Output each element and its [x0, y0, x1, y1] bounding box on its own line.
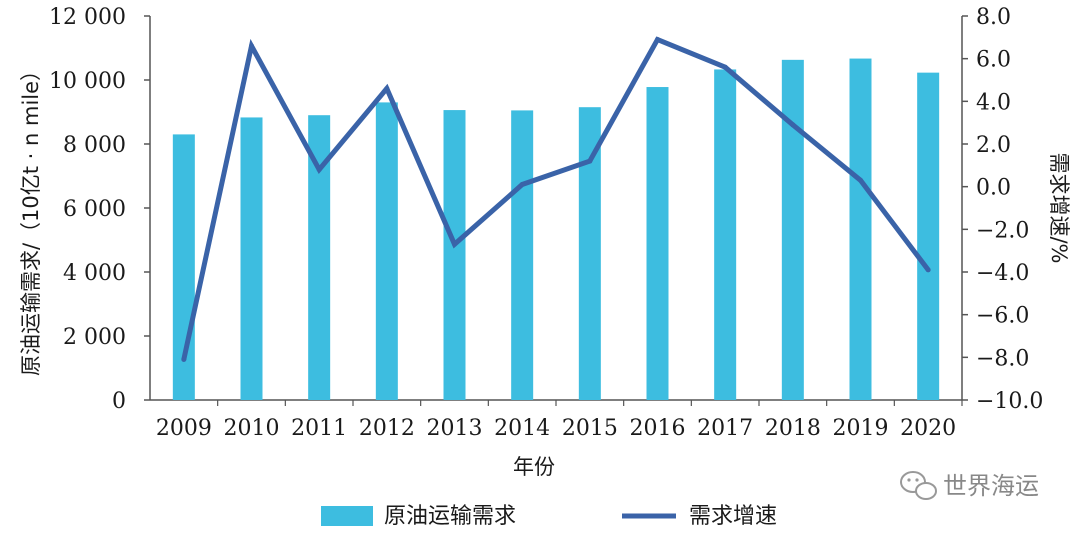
- line-point: [722, 64, 728, 70]
- y2-tick-label: 2.0: [976, 133, 1011, 158]
- x-tick-label: 2015: [562, 416, 618, 441]
- y2-tick-label: 6.0: [976, 48, 1011, 73]
- y-tick-label: 8 000: [63, 133, 126, 158]
- bar: [714, 69, 737, 400]
- x-tick-label: 2019: [833, 416, 889, 441]
- y2-tick-label: −2.0: [976, 218, 1029, 243]
- y2-tick-label: 0.0: [976, 176, 1011, 201]
- line-point: [181, 356, 187, 362]
- bar: [375, 102, 398, 401]
- y-tick-label: 6 000: [63, 197, 126, 222]
- y2-tick-label: −4.0: [976, 261, 1029, 286]
- bar: [781, 59, 804, 401]
- axes: [144, 15, 968, 406]
- line-point: [249, 43, 254, 49]
- line-point: [925, 267, 931, 273]
- x-tick-label: 2020: [900, 416, 956, 441]
- x-tick-label: 2017: [697, 416, 753, 441]
- bar: [849, 58, 872, 401]
- y2-tick-label: 8.0: [976, 5, 1011, 30]
- y2-tick-label: 4.0: [976, 90, 1011, 115]
- y-tick-label: 0: [112, 389, 126, 414]
- line-point: [519, 182, 525, 188]
- bar: [917, 72, 940, 400]
- line-point: [384, 86, 390, 92]
- y2-tick-label: −6.0: [976, 304, 1029, 329]
- y-tick-label: 2 000: [63, 325, 126, 350]
- bar: [308, 115, 331, 400]
- watermark-text: 世界海运: [943, 472, 1039, 500]
- line-point: [452, 241, 457, 247]
- bar: [511, 110, 534, 401]
- x-tick-label: 2012: [359, 416, 415, 441]
- bar: [578, 107, 601, 400]
- tick-labels: 0 2 000 4 000 6 000 8 000 10 000 12 000 −10.0 −8…: [49, 5, 1043, 441]
- line-series-growth: [181, 36, 931, 362]
- y-tick-label: 12 000: [49, 5, 126, 30]
- y-axis-title: 原油运输需求/（10亿t · n mile）: [19, 60, 43, 376]
- bar: [240, 117, 263, 400]
- line-point: [316, 167, 322, 173]
- x-tick-label: 2010: [224, 416, 280, 441]
- x-tick-label: 2009: [156, 416, 212, 441]
- bar: [646, 87, 669, 400]
- growth-line: [181, 36, 931, 361]
- y2-tick-label: −10.0: [976, 389, 1043, 414]
- legend-label-bar: 原油运输需求: [384, 504, 516, 529]
- line-point: [790, 122, 796, 128]
- legend: 原油运输需求 需求增速: [321, 504, 777, 529]
- line-point: [655, 36, 660, 42]
- bar: [443, 110, 466, 400]
- legend-swatch-bar: [321, 506, 373, 526]
- x-axis-title: 年份: [513, 455, 555, 479]
- x-tick-label: 2013: [427, 416, 483, 441]
- watermark: 世界海运: [900, 471, 1039, 500]
- x-tick-label: 2014: [494, 416, 550, 441]
- y2-tick-label: −8.0: [976, 346, 1029, 371]
- line-point: [858, 177, 863, 183]
- x-tick-label: 2011: [291, 416, 347, 441]
- y2-axis-title: 需求增速/%: [1047, 152, 1071, 263]
- y-tick-label: 10 000: [49, 69, 126, 94]
- line-point: [587, 158, 593, 164]
- x-tick-label: 2016: [630, 416, 686, 441]
- wechat-bubble-icon: [900, 471, 937, 500]
- x-tick-label: 2018: [765, 416, 821, 441]
- legend-label-line: 需求增速: [689, 504, 777, 529]
- y-tick-label: 4 000: [63, 261, 126, 286]
